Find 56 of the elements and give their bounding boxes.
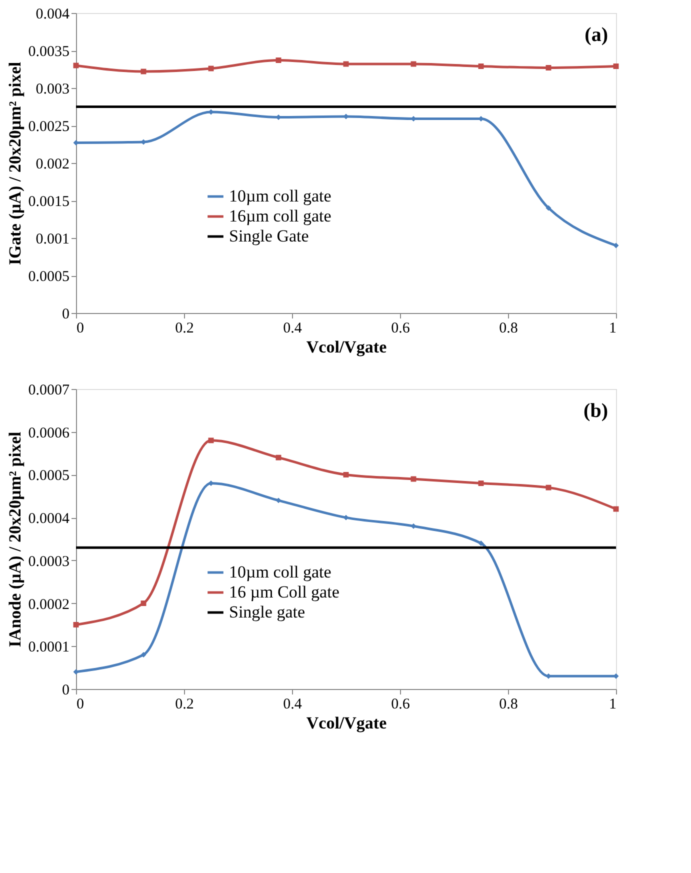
x-tick-label: 0.8 bbox=[499, 696, 518, 712]
x-tick-label: 0.2 bbox=[175, 696, 194, 712]
point bbox=[613, 242, 619, 248]
y-tick-label: 0.0015 bbox=[28, 194, 70, 210]
y-tick-label: 0.0005 bbox=[28, 468, 70, 484]
point bbox=[140, 652, 146, 658]
point bbox=[208, 438, 214, 444]
y-axis-title: IAnode (µA) / 20x20µm² pixel bbox=[5, 431, 24, 648]
point bbox=[140, 600, 146, 606]
y-tick-label: 0.0003 bbox=[28, 554, 70, 570]
annotation: (a) bbox=[584, 24, 608, 46]
point bbox=[478, 540, 484, 546]
y-tick-label: 0.0007 bbox=[28, 382, 70, 398]
point bbox=[276, 58, 282, 63]
y-tick-label: 0.004 bbox=[36, 6, 70, 22]
x-tick-label: 0.6 bbox=[391, 320, 410, 336]
legend-label: 10µm coll gate bbox=[229, 186, 332, 206]
x-tick-label: 1 bbox=[609, 696, 616, 712]
point bbox=[546, 484, 552, 490]
point bbox=[478, 480, 484, 486]
legend-label: 16 µm Coll gate bbox=[229, 582, 340, 602]
y-tick-label: 0 bbox=[62, 682, 70, 698]
x-axis-title: Vcol/Vgate bbox=[306, 338, 388, 356]
x-axis-title: Vcol/Vgate bbox=[306, 714, 388, 732]
x-tick-label: 1 bbox=[609, 320, 616, 336]
y-axis-title: IGate (µA) / 20x20µm² pixel bbox=[5, 62, 24, 266]
legend-label: 10µm coll gate bbox=[229, 562, 332, 582]
x-tick-label: 0.6 bbox=[391, 696, 410, 712]
y-tick-label: 0.0001 bbox=[28, 640, 70, 656]
annotation: (b) bbox=[584, 400, 608, 422]
point bbox=[546, 65, 552, 70]
y-tick-label: 0.0006 bbox=[28, 425, 70, 442]
x-tick-label: 0.8 bbox=[499, 320, 518, 336]
y-tick-label: 0.0005 bbox=[28, 269, 70, 285]
point bbox=[546, 205, 552, 211]
legend-label: Single Gate bbox=[229, 226, 309, 246]
x-tick-label: 0 bbox=[76, 696, 84, 712]
point bbox=[343, 472, 349, 478]
y-tick-label: 0.0025 bbox=[28, 119, 70, 135]
point bbox=[478, 64, 484, 69]
y-tick-label: 0.002 bbox=[36, 156, 70, 172]
point bbox=[73, 622, 79, 628]
x-tick-label: 0.2 bbox=[175, 320, 194, 336]
y-tick-label: 0.0002 bbox=[28, 596, 70, 613]
y-tick-label: 0.0004 bbox=[28, 511, 70, 528]
y-tick-label: 0.001 bbox=[36, 232, 70, 248]
x-tick-label: 0.4 bbox=[283, 696, 302, 712]
legend-label: 16µm coll gate bbox=[229, 206, 332, 226]
y-tick-label: 0.003 bbox=[36, 82, 70, 98]
y-tick-label: 0.0035 bbox=[28, 44, 70, 60]
x-tick-label: 0 bbox=[76, 320, 84, 336]
point bbox=[276, 454, 282, 460]
y-tick-label: 0 bbox=[62, 306, 70, 322]
legend-label: Single gate bbox=[229, 602, 306, 622]
point bbox=[613, 64, 619, 69]
x-tick-label: 0.4 bbox=[283, 320, 302, 336]
